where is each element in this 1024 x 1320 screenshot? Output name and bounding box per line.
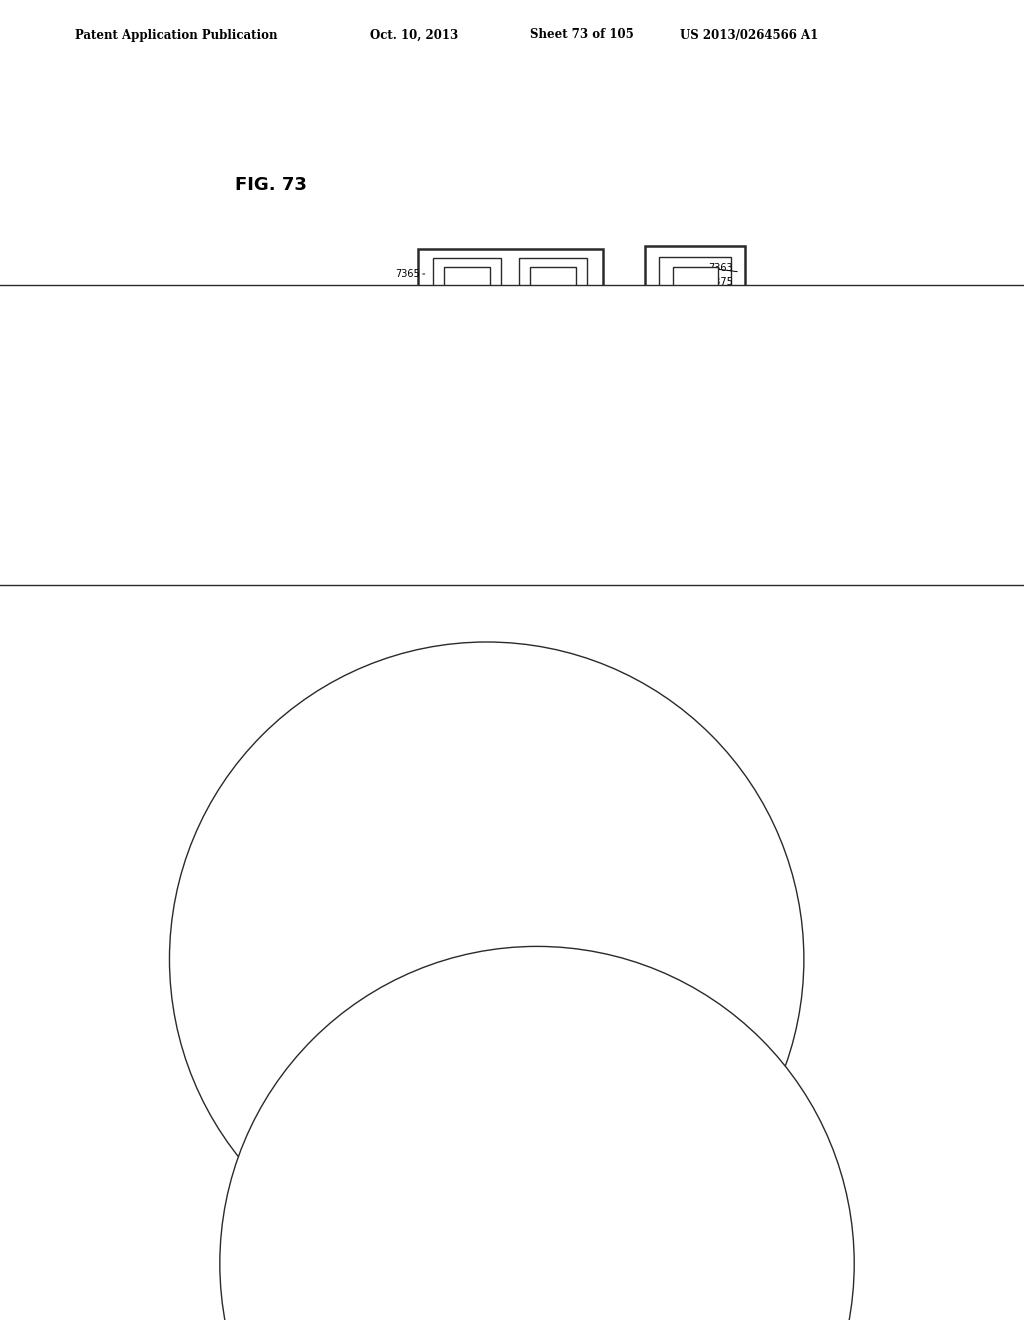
Polygon shape [613,306,679,371]
Polygon shape [341,879,407,944]
Circle shape [408,672,612,878]
Text: 7377k: 7377k [555,355,586,366]
Bar [444,267,490,304]
Polygon shape [582,653,632,702]
Polygon shape [613,606,679,672]
Polygon shape [388,546,438,597]
Text: 7374: 7374 [263,412,288,422]
Text: 7377j: 7377j [555,343,583,352]
Text: 7371: 7371 [660,717,685,727]
Text: 7367: 7367 [260,467,285,477]
Text: 7377l: 7377l [650,473,678,482]
Bar [465,892,555,964]
Polygon shape [322,558,426,664]
Polygon shape [582,546,632,597]
Text: 7377f: 7377f [650,774,678,784]
Bar [486,327,534,366]
Polygon shape [594,558,698,664]
Polygon shape [594,859,698,964]
Polygon shape [341,306,407,371]
Text: 7376: 7376 [664,543,689,553]
Bar [465,321,555,372]
Text: 7361: 7361 [650,459,675,469]
Polygon shape [341,578,407,644]
Polygon shape [582,847,632,896]
Bar [530,267,575,304]
Text: FIG. 73: FIG. 73 [234,176,307,194]
Bar [485,609,535,648]
Text: 7373: 7373 [255,535,280,545]
Text: 7377b: 7377b [394,915,425,925]
Polygon shape [388,847,438,896]
Text: 7377g: 7377g [555,609,586,619]
Text: 7364: 7364 [390,305,415,315]
Text: US 2013/0264566 A1: US 2013/0264566 A1 [680,29,818,41]
Text: Sheet 73 of 105: Sheet 73 of 105 [530,29,634,41]
Text: 7377i: 7377i [344,475,372,484]
Bar [645,246,745,323]
Text: 7377d: 7377d [555,622,586,632]
Bar [433,257,501,312]
Text: 7369: 7369 [253,713,278,723]
Bar [673,268,718,302]
Text: 7372: 7372 [660,853,685,863]
Bar [485,908,535,948]
Polygon shape [582,354,632,403]
Polygon shape [388,653,438,702]
Polygon shape [594,286,698,391]
Text: 7375: 7375 [708,277,733,286]
Bar [492,977,528,1007]
Bar [418,249,602,321]
Text: 7377a: 7377a [530,915,561,925]
Text: 7366: 7366 [253,767,278,777]
Bar [479,968,541,1016]
Circle shape [220,946,854,1320]
Text: Patent Application Publication: Patent Application Publication [75,29,278,41]
Bar [494,915,526,941]
Polygon shape [341,606,407,672]
Polygon shape [397,663,623,888]
Polygon shape [322,586,426,692]
Text: 7362: 7362 [498,1016,522,1027]
Text: 7363: 7363 [708,263,732,273]
Bar [494,615,526,642]
Bar [519,257,587,312]
Text: 7377h: 7377h [339,609,370,619]
Bar [465,591,555,665]
Polygon shape [388,354,438,403]
Circle shape [408,372,612,577]
Text: 7360: 7360 [650,762,675,771]
Text: 7365: 7365 [395,269,420,279]
Polygon shape [613,578,679,644]
Polygon shape [322,286,426,391]
Text: Oct. 10, 2013: Oct. 10, 2013 [370,29,459,41]
Polygon shape [594,586,698,692]
Bar [494,334,526,359]
Text: 7368: 7368 [248,847,272,857]
Circle shape [170,642,804,1276]
Text: 7377c: 7377c [337,780,368,789]
Polygon shape [322,859,426,964]
Text: 7377e: 7377e [555,635,586,645]
Bar [659,257,731,313]
Polygon shape [397,362,623,587]
Polygon shape [613,879,679,944]
Text: 7370: 7370 [345,622,370,632]
